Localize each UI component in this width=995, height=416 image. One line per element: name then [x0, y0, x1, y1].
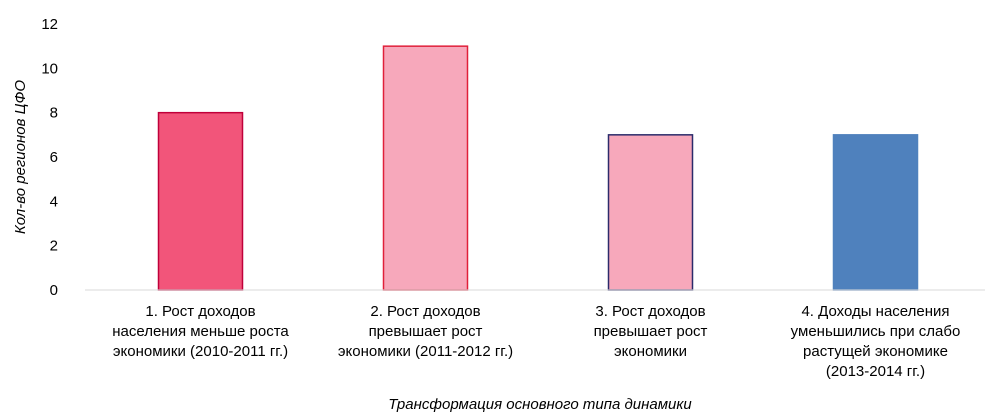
category-label-line: экономики (2010-2011 гг.): [113, 343, 288, 360]
category-label-line: 4. Доходы населения: [801, 303, 949, 320]
category-label: 3. Рост доходов превышает рост экономики: [594, 303, 708, 360]
category-label-line: экономики (2011-2012 гг.): [338, 343, 513, 360]
category-label: 2. Рост доходов превышает рост экономики (…: [338, 303, 513, 360]
category-labels: 1. Рост доходов населения меньше роста эко…: [112, 303, 960, 380]
y-tick-label: 6: [50, 149, 58, 166]
category-label-line: растущей экономике: [803, 343, 948, 360]
category-label-line: (2013-2014 гг.): [826, 363, 925, 380]
y-tick-label: 12: [41, 16, 58, 33]
category-label-line: населения меньше роста: [112, 323, 289, 340]
category-label-line: уменьшились при слабо: [791, 323, 961, 340]
bar: [607, 134, 694, 291]
category-label-line: превышает рост: [594, 323, 708, 340]
category-label-line: превышает рост: [369, 323, 483, 340]
y-tick-label: 8: [50, 105, 58, 122]
category-label-line: экономики: [614, 343, 687, 360]
y-tick-label: 10: [41, 60, 58, 77]
category-label-line: 1. Рост доходов: [145, 303, 255, 320]
x-axis-title: Трансформация основного типа динамики: [388, 396, 692, 413]
y-axis-ticks: 0 2 4 6 8 10 12: [41, 16, 58, 299]
category-label-line: 2. Рост доходов: [370, 303, 480, 320]
y-tick-label: 4: [50, 193, 58, 210]
bar: [832, 134, 919, 291]
category-label-line: 3. Рост доходов: [595, 303, 705, 320]
bar: [382, 45, 469, 291]
bar: [157, 111, 244, 291]
y-axis-title: Кол-во регионов ЦФО: [12, 80, 29, 235]
y-tick-label: 0: [50, 282, 58, 299]
category-label: 1. Рост доходов населения меньше роста эко…: [112, 303, 289, 360]
category-label: 4. Доходы населения уменьшились при слабо…: [791, 303, 961, 380]
bars-group: [157, 45, 919, 291]
y-tick-label: 2: [50, 238, 58, 255]
